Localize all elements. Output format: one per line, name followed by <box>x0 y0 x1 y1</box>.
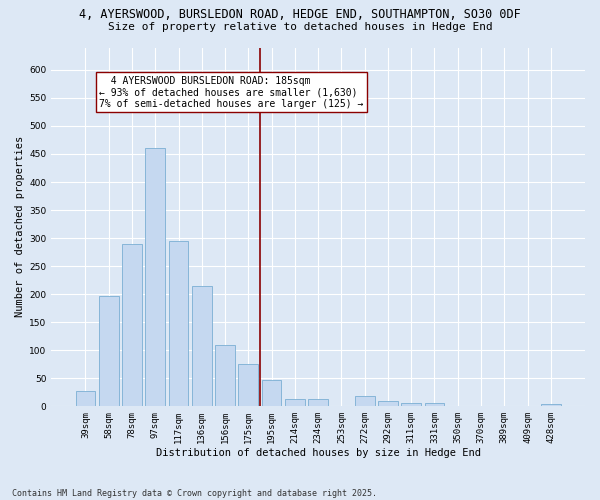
Bar <box>99 296 119 406</box>
Bar <box>238 364 258 406</box>
Bar <box>425 404 445 406</box>
Bar <box>355 396 374 406</box>
Text: 4, AYERSWOOD, BURSLEDON ROAD, HEDGE END, SOUTHAMPTON, SO30 0DF: 4, AYERSWOOD, BURSLEDON ROAD, HEDGE END,… <box>79 8 521 20</box>
Bar <box>285 399 305 406</box>
Text: Size of property relative to detached houses in Hedge End: Size of property relative to detached ho… <box>107 22 493 32</box>
Y-axis label: Number of detached properties: Number of detached properties <box>15 136 25 318</box>
Bar <box>192 286 212 406</box>
Bar <box>76 390 95 406</box>
Bar <box>122 244 142 406</box>
X-axis label: Distribution of detached houses by size in Hedge End: Distribution of detached houses by size … <box>155 448 481 458</box>
Bar <box>215 344 235 406</box>
Bar <box>401 404 421 406</box>
Bar <box>308 399 328 406</box>
Bar <box>145 148 165 406</box>
Bar <box>262 380 281 406</box>
Bar <box>378 400 398 406</box>
Text: 4 AYERSWOOD BURSLEDON ROAD: 185sqm
← 93% of detached houses are smaller (1,630)
: 4 AYERSWOOD BURSLEDON ROAD: 185sqm ← 93%… <box>100 76 364 108</box>
Text: Contains HM Land Registry data © Crown copyright and database right 2025.: Contains HM Land Registry data © Crown c… <box>12 488 377 498</box>
Bar <box>169 241 188 406</box>
Bar <box>541 404 561 406</box>
